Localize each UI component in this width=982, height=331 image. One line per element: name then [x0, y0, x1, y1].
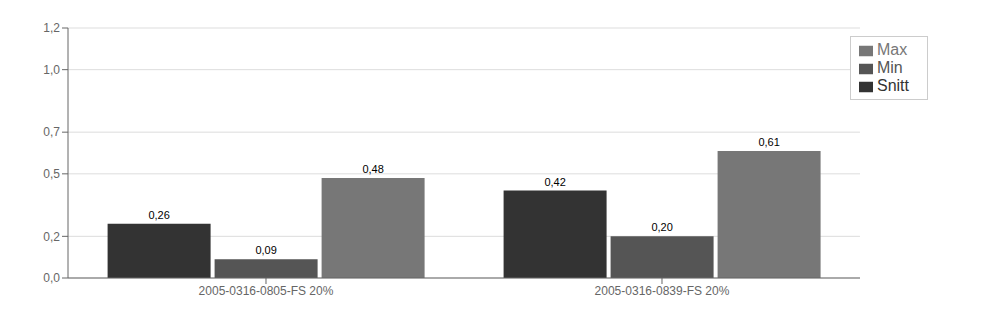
svg-text:0,09: 0,09 [255, 244, 276, 256]
svg-text:0,26: 0,26 [148, 209, 169, 221]
svg-text:0,61: 0,61 [758, 136, 779, 148]
svg-text:0,7: 0,7 [43, 125, 60, 139]
svg-text:0,0: 0,0 [43, 271, 60, 285]
html-text:Snitt: Snitt [877, 77, 909, 94]
svg-text:0,2: 0,2 [43, 230, 60, 244]
svg-text:0,20: 0,20 [651, 221, 672, 233]
svg-text:0,48: 0,48 [362, 163, 383, 175]
html-text:Min: Min [877, 59, 903, 76]
svg-text:1,0: 1,0 [43, 63, 60, 77]
svg-text:2005-0316-0839-FS 20%: 2005-0316-0839-FS 20% [595, 284, 730, 298]
svg-text:2005-0316-0805-FS 20%: 2005-0316-0805-FS 20% [199, 284, 334, 298]
svg-text:1,2: 1,2 [43, 21, 60, 35]
svg-text:0,5: 0,5 [43, 167, 60, 181]
svg-text:0,42: 0,42 [544, 176, 565, 188]
html-text:Max: Max [877, 41, 908, 58]
